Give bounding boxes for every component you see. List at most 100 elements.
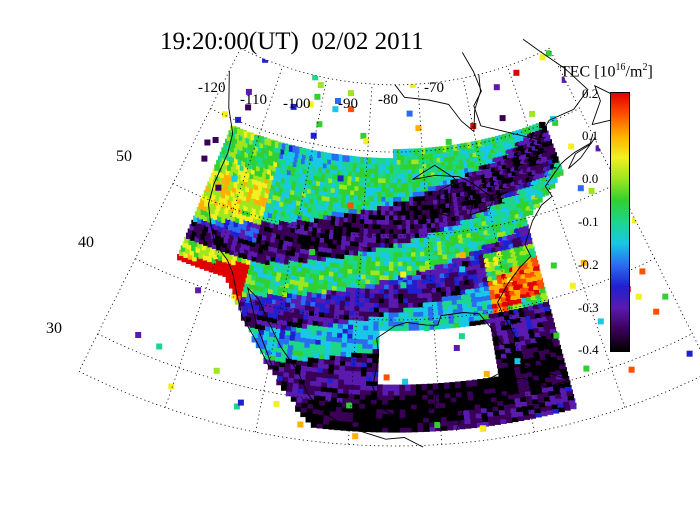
- tec-pixel: [479, 186, 486, 194]
- tec-pixel: [205, 245, 213, 252]
- tec-pixel: [416, 180, 423, 188]
- tec-pixel: [307, 182, 315, 190]
- tec-pixel: [545, 149, 552, 156]
- tec-pixel: [393, 398, 401, 405]
- tec-pixel: [507, 218, 514, 225]
- tec-pixel: [379, 273, 386, 280]
- tec-pixel: [540, 136, 547, 143]
- tec-pixel: [446, 419, 454, 426]
- tec-pixel: [282, 347, 289, 354]
- tec-pixel: [324, 353, 331, 360]
- tec-pixel: [212, 213, 220, 220]
- tec-pixel: [340, 169, 348, 176]
- tec-pixel: [383, 324, 390, 331]
- tec-pixel: [520, 253, 527, 260]
- tec-pixel: [529, 308, 536, 315]
- tec-pixel: [530, 388, 537, 395]
- tec-pixel: [294, 208, 301, 215]
- tec-sample-square: [290, 103, 297, 110]
- tec-pixel: [348, 165, 356, 172]
- tec-pixel: [464, 166, 471, 173]
- tec-pixel: [422, 291, 429, 298]
- tec-pixel: [519, 310, 526, 317]
- graticule-layer: [78, 47, 700, 447]
- tec-pixel: [308, 178, 315, 185]
- tec-pixel: [485, 218, 493, 225]
- tec-pixel: [297, 391, 304, 398]
- tec-pixel: [380, 241, 387, 248]
- tec-pixel: [228, 160, 236, 167]
- tec-pixel: [270, 255, 277, 262]
- tec-pixel: [539, 377, 547, 384]
- tec-pixel: [436, 234, 443, 242]
- tec-pixel: [371, 254, 378, 262]
- tec-pixel: [412, 180, 419, 188]
- tec-pixel: [523, 142, 530, 149]
- tec-pixel: [506, 383, 513, 391]
- tec-pixel: [397, 246, 405, 253]
- tec-pixel: [530, 164, 537, 171]
- tec-pixel: [517, 325, 524, 332]
- tec-pixel: [288, 235, 296, 242]
- tec-pixel: [429, 420, 436, 427]
- tec-pixel: [367, 157, 375, 164]
- tec-pixel: [368, 208, 376, 215]
- tec-pixel: [362, 346, 369, 354]
- tec-pixel: [359, 406, 366, 414]
- tec-pixel: [374, 171, 381, 179]
- tec-pixel: [210, 261, 217, 268]
- tec-pixel: [279, 304, 286, 311]
- tec-pixel: [495, 135, 502, 143]
- tec-pixel: [240, 198, 248, 206]
- tec-pixel: [510, 179, 517, 186]
- tec-pixel: [401, 199, 408, 207]
- tec-pixel: [375, 241, 383, 248]
- tec-pixel: [268, 178, 275, 185]
- tec-pixel: [470, 258, 477, 265]
- colorbar-tick-label: -0.3: [578, 300, 599, 315]
- tec-pixel: [516, 278, 524, 285]
- tec-pixel: [295, 222, 303, 230]
- tec-pixel: [451, 154, 458, 161]
- tec-pixel: [293, 311, 300, 318]
- tec-pixel: [477, 276, 485, 283]
- tec-pixel: [275, 275, 283, 282]
- tec-pixel: [502, 332, 510, 340]
- tec-pixel: [423, 420, 430, 428]
- tec-pixel: [413, 301, 420, 308]
- tec-pixel: [474, 182, 482, 190]
- tec-pixel: [494, 381, 501, 388]
- tec-pixel: [249, 172, 256, 179]
- tec-pixel: [322, 371, 329, 378]
- tec-pixel: [487, 274, 494, 281]
- tec-pixel: [476, 267, 483, 274]
- tec-pixel: [488, 232, 495, 239]
- tec-pixel: [270, 169, 278, 176]
- tec-pixel: [329, 307, 336, 314]
- tec-pixel: [285, 328, 292, 336]
- tec-pixel: [437, 202, 444, 209]
- tec-pixel: [500, 380, 507, 387]
- tec-pixel: [517, 301, 524, 308]
- tec-pixel: [343, 378, 351, 385]
- tec-pixel: [441, 164, 448, 171]
- tec-pixel: [549, 369, 556, 377]
- tec-pixel: [364, 425, 371, 432]
- tec-pixel: [328, 176, 335, 184]
- tec-pixel: [455, 390, 463, 398]
- tec-pixel: [514, 178, 521, 185]
- tec-pixel: [346, 285, 353, 293]
- tec-pixel: [488, 189, 495, 197]
- tec-pixel: [367, 337, 375, 345]
- tec-pixel: [222, 212, 230, 219]
- tec-pixel: [231, 131, 239, 138]
- tec-pixel: [498, 215, 505, 223]
- tec-pixel: [338, 266, 345, 273]
- tec-pixel: [500, 172, 507, 180]
- tec-pixel: [468, 193, 476, 200]
- tec-pixel: [267, 268, 274, 275]
- tec-pixel: [245, 136, 252, 144]
- tec-pixel: [517, 148, 524, 156]
- tec-pixel: [504, 341, 511, 349]
- tec-pixel: [286, 168, 294, 176]
